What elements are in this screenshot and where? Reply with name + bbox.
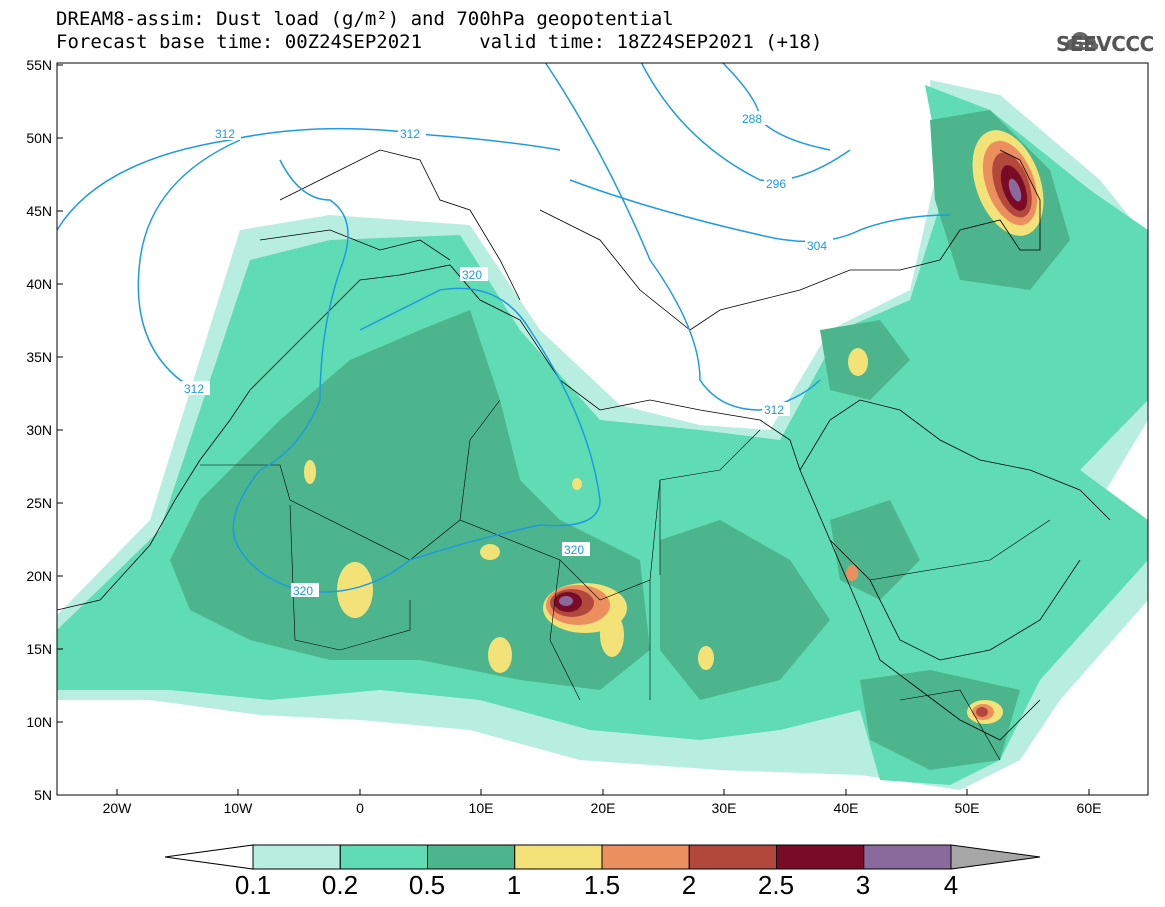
dust-region-darkgreen-4 — [860, 670, 1020, 770]
geopotential-contours — [57, 63, 951, 593]
lat-label: 35N — [26, 349, 52, 365]
lon-label: 40E — [833, 800, 859, 816]
contour-label: 320 — [564, 543, 584, 557]
colorbar-swatch — [688, 844, 777, 870]
lat-label: 25N — [26, 495, 52, 511]
lon-label: 20E — [590, 800, 616, 816]
map-title: DREAM8-assim: Dust load (g/m²) and 700hP… — [56, 8, 674, 30]
country-borders — [200, 399, 1051, 761]
contour-label: 312 — [400, 127, 420, 141]
colorbar-high-arrow — [950, 844, 1041, 870]
colorbar-label: 2.5 — [757, 870, 795, 900]
colorbar — [164, 844, 1041, 870]
lat-label: 55N — [26, 57, 52, 73]
lon-label: 20W — [102, 800, 132, 816]
logo-text: SEEVCCC — [1056, 32, 1154, 56]
dust-patch-yellow-4 — [698, 646, 714, 670]
axis-ticks — [57, 64, 1090, 795]
colorbar-swatch — [427, 844, 516, 870]
colorbar-swatch — [339, 844, 428, 870]
dust-patch-yellow-5 — [304, 460, 316, 484]
colorbar-swatch — [514, 844, 603, 870]
contour-label: 304 — [807, 239, 827, 253]
colorbar-label: 2 — [681, 870, 697, 900]
dust-patch-yellow-2 — [488, 637, 512, 673]
contour-label: 320 — [293, 584, 313, 598]
lat-label: 40N — [26, 276, 52, 292]
lat-label: 45N — [26, 203, 52, 219]
contour-labels: 312 312 312 288 296 304 320 312 320 320 — [182, 111, 833, 598]
lon-label: 10W — [223, 800, 253, 816]
lat-label: 5N — [34, 787, 52, 803]
lat-label: 10N — [26, 714, 52, 730]
contour-label: 312 — [764, 403, 784, 417]
colorbar-label: 1.5 — [583, 870, 621, 900]
cloud-logo-icon — [1065, 32, 1099, 50]
dust-patch-arabia — [846, 565, 858, 581]
contour-label: 320 — [462, 268, 482, 282]
contour-label: 312 — [215, 127, 235, 141]
coastlines — [57, 149, 1111, 741]
dust-patch-yellow-1 — [337, 562, 373, 618]
dust-patch-yellow-6 — [848, 348, 868, 376]
lon-label: 0 — [356, 800, 364, 816]
colorbar-swatch — [252, 844, 341, 870]
colorbar-label: 1 — [506, 870, 522, 900]
forecast-times: Forecast base time: 00Z24SEP2021 valid t… — [56, 31, 823, 53]
dust-region-darkgreen-1 — [170, 310, 650, 690]
lon-label: 10E — [468, 800, 494, 816]
lon-label: 60E — [1076, 800, 1102, 816]
lat-label: 50N — [26, 130, 52, 146]
lon-label: 50E — [954, 800, 980, 816]
contour-label: 312 — [184, 382, 204, 396]
lat-label: 30N — [26, 422, 52, 438]
colorbar-label: 0.2 — [321, 870, 359, 900]
colorbar-label: 0.1 — [234, 870, 272, 900]
colorbar-label: 4 — [943, 870, 959, 900]
contour-label: 288 — [742, 112, 762, 126]
lat-label: 20N — [26, 568, 52, 584]
colorbar-swatch — [776, 844, 865, 870]
contour-label: 296 — [766, 177, 786, 191]
colorbar-low-arrow — [164, 844, 254, 870]
colorbar-swatch — [601, 844, 690, 870]
dust-patch-yellow-3 — [480, 544, 500, 560]
lat-label: 15N — [26, 641, 52, 657]
lon-label: 30E — [711, 800, 737, 816]
colorbar-label: 0.5 — [408, 870, 446, 900]
colorbar-label: 3 — [855, 870, 871, 900]
dust-patch-yellow-7 — [572, 478, 582, 490]
colorbar-swatch — [863, 844, 952, 870]
